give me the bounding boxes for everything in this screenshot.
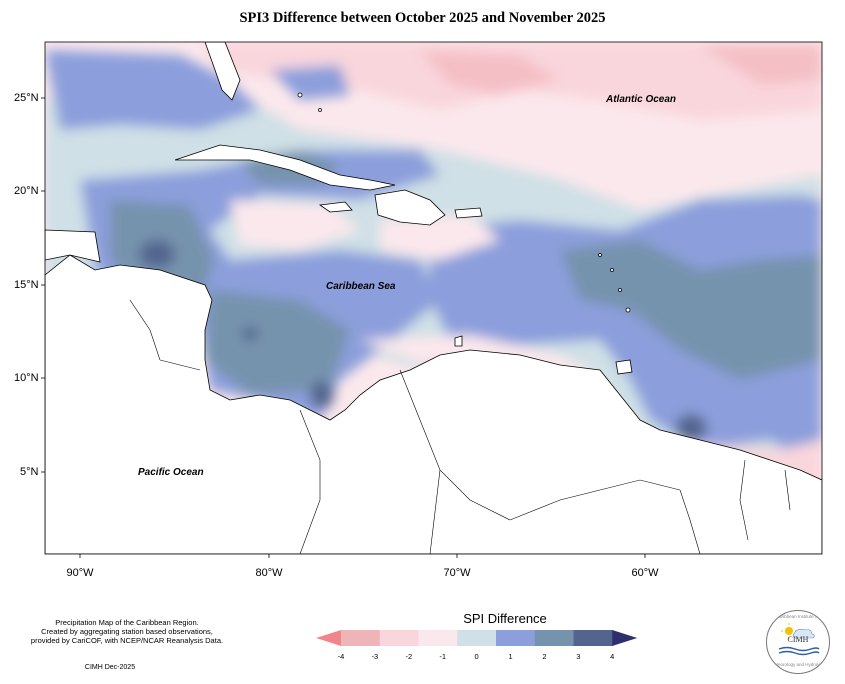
legend-swatch bbox=[573, 630, 613, 646]
map-title: SPI3 Difference between October 2025 and… bbox=[239, 10, 606, 26]
pacific-ocean-label: Pacific Ocean bbox=[138, 467, 204, 478]
lat-label-25n: 25°N bbox=[14, 92, 39, 104]
legend-tick-label: -1 bbox=[439, 652, 447, 661]
legend-swatch bbox=[534, 630, 574, 646]
lon-label-70w: 70°W bbox=[443, 567, 471, 579]
land-masses bbox=[45, 42, 822, 554]
legend-swatch bbox=[418, 630, 458, 646]
map-frame bbox=[44, 41, 823, 555]
lon-label-90w: 90°W bbox=[66, 567, 94, 579]
cimh-logo: Caribbean Institute for CIMH Meteorology… bbox=[766, 610, 830, 674]
legend-tick-label: 1 bbox=[508, 652, 513, 661]
credits-line-1: Precipitation Map of the Caribbean Regio… bbox=[55, 618, 199, 627]
logo-ring-bottom: Meteorology and Hydrology bbox=[770, 662, 826, 667]
country-borders bbox=[129, 299, 791, 554]
lat-label-20n: 20°N bbox=[14, 185, 39, 197]
spi-field bbox=[45, 42, 822, 554]
axis-ticks bbox=[41, 97, 646, 558]
lat-label-15n: 15°N bbox=[14, 279, 39, 291]
logo-ring-top: Caribbean Institute for bbox=[775, 614, 821, 619]
legend-title: SPI Difference bbox=[463, 611, 547, 626]
legend-tick-label: 0 bbox=[474, 652, 479, 661]
atlantic-ocean-label: Atlantic Ocean bbox=[606, 94, 677, 105]
legend-tick-label: 2 bbox=[542, 652, 547, 661]
legend-tick-label: -3 bbox=[371, 652, 379, 661]
logo-name: CIMH bbox=[787, 635, 809, 644]
credits-line-2: Created by aggregating station based obs… bbox=[41, 627, 213, 636]
lat-label-10n: 10°N bbox=[14, 372, 39, 384]
credit-date: CIMH Dec-2025 bbox=[84, 664, 136, 671]
legend-tick-label: -4 bbox=[337, 652, 345, 661]
legend-swatch bbox=[341, 630, 381, 646]
caribbean-sea-label: Caribbean Sea bbox=[326, 281, 396, 292]
legend-arrow-right bbox=[612, 630, 638, 646]
credits-text: Precipitation Map of the Caribbean Regio… bbox=[12, 618, 242, 645]
lon-label-60w: 60°W bbox=[631, 567, 659, 579]
credits-line-3: provided by CariCOF, with NCEP/NCAR Rean… bbox=[30, 636, 224, 645]
lon-label-80w: 80°W bbox=[255, 567, 283, 579]
legend-tick-label: 3 bbox=[576, 652, 581, 661]
legend-colorbar bbox=[316, 630, 638, 646]
legend-arrow-left bbox=[316, 630, 341, 646]
lat-label-5n: 5°N bbox=[20, 466, 39, 478]
legend-tick-label: 4 bbox=[610, 652, 615, 661]
legend-tick-label: -2 bbox=[405, 652, 413, 661]
legend-swatch bbox=[496, 630, 536, 646]
sun-cloud-icon bbox=[778, 623, 820, 656]
legend-swatch bbox=[379, 630, 419, 646]
legend-swatch bbox=[457, 630, 497, 646]
